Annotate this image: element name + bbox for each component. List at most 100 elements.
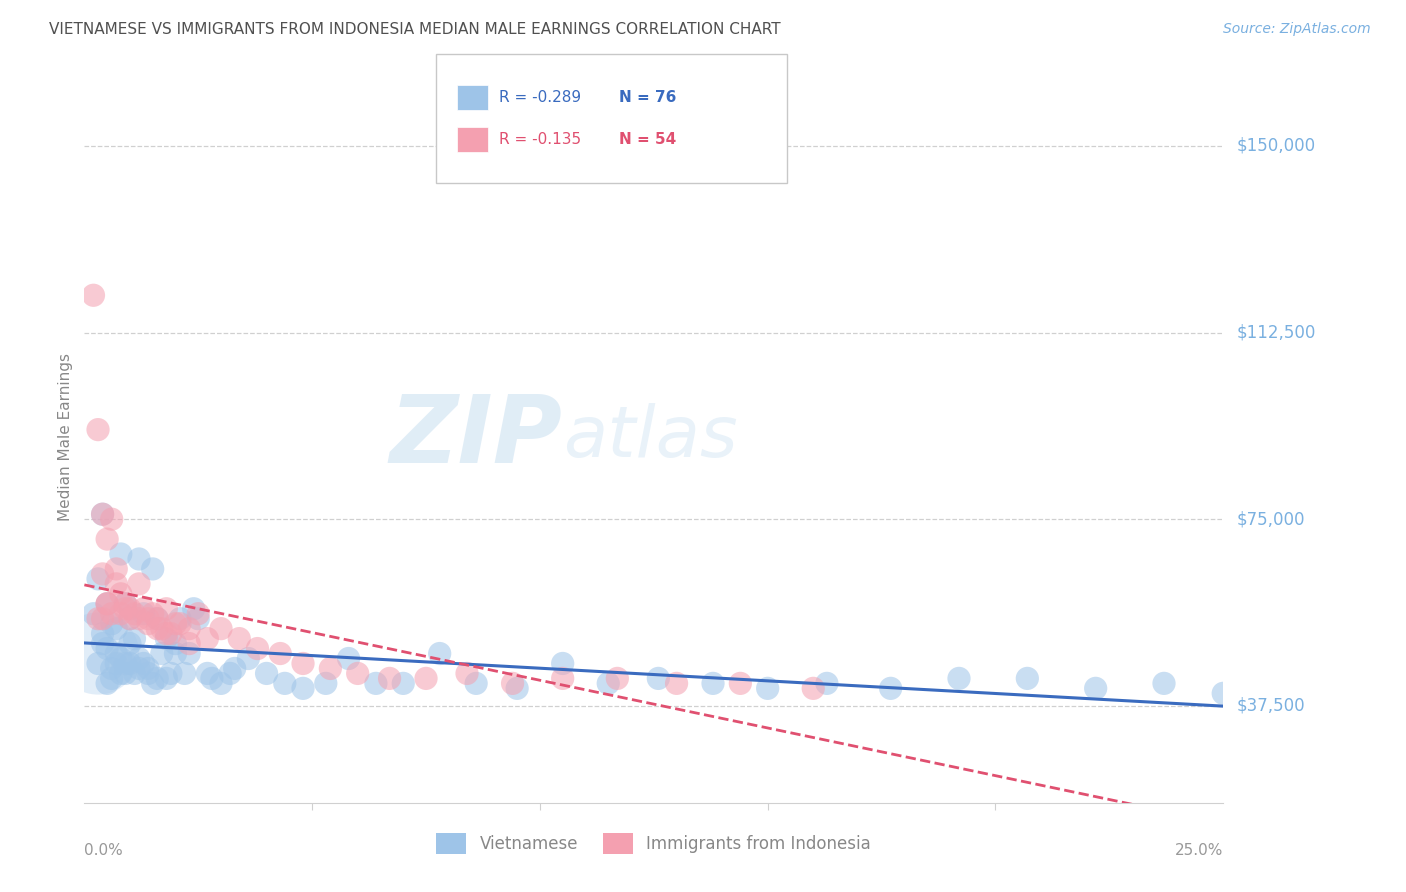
Point — [114, 601, 136, 615]
Point — [91, 636, 114, 650]
Point — [155, 632, 177, 646]
Point — [169, 616, 191, 631]
Text: R = -0.135: R = -0.135 — [499, 132, 591, 146]
Point — [165, 616, 187, 631]
Point — [1212, 686, 1234, 700]
Point — [105, 562, 128, 576]
Point — [429, 647, 451, 661]
Point — [87, 572, 110, 586]
Point — [756, 681, 779, 696]
Point — [118, 612, 141, 626]
Point — [142, 607, 165, 621]
Point — [110, 547, 132, 561]
Point — [315, 676, 337, 690]
Point — [146, 672, 169, 686]
Point — [132, 657, 155, 671]
Point — [337, 651, 360, 665]
Point — [256, 666, 278, 681]
Point — [118, 636, 141, 650]
Point — [136, 661, 159, 675]
Point — [165, 647, 187, 661]
Point — [551, 672, 574, 686]
Point — [319, 661, 342, 675]
Point — [91, 626, 114, 640]
Point — [118, 601, 141, 615]
Text: VIETNAMESE VS IMMIGRANTS FROM INDONESIA MEDIAN MALE EARNINGS CORRELATION CHART: VIETNAMESE VS IMMIGRANTS FROM INDONESIA … — [49, 22, 780, 37]
Text: 0.0%: 0.0% — [84, 843, 124, 857]
Point — [598, 676, 620, 690]
Point — [87, 612, 110, 626]
Point — [465, 676, 488, 690]
Point — [114, 666, 136, 681]
Point — [146, 622, 169, 636]
Point — [801, 681, 824, 696]
Text: $37,500: $37,500 — [1237, 697, 1306, 714]
Point — [1017, 672, 1039, 686]
Y-axis label: Median Male Earnings: Median Male Earnings — [58, 353, 73, 521]
Point — [155, 672, 177, 686]
Point — [606, 672, 628, 686]
Point — [146, 612, 169, 626]
Point — [179, 647, 201, 661]
Point — [292, 657, 315, 671]
Point — [114, 597, 136, 611]
Point — [1153, 676, 1175, 690]
Legend: Vietnamese, Immigrants from Indonesia: Vietnamese, Immigrants from Indonesia — [430, 827, 877, 860]
Point — [169, 612, 191, 626]
Point — [392, 676, 415, 690]
Point — [238, 651, 260, 665]
Point — [415, 672, 437, 686]
Point — [128, 552, 150, 566]
Point — [551, 657, 574, 671]
Point — [160, 666, 183, 681]
Point — [105, 647, 128, 661]
Point — [124, 607, 146, 621]
Text: N = 76: N = 76 — [619, 90, 676, 104]
Point — [730, 676, 752, 690]
Text: Source: ZipAtlas.com: Source: ZipAtlas.com — [1223, 22, 1371, 37]
Point — [105, 622, 128, 636]
Point — [502, 676, 524, 690]
Point — [110, 651, 132, 665]
Point — [228, 632, 250, 646]
Point — [128, 612, 150, 626]
Point — [209, 622, 232, 636]
Point — [110, 607, 132, 621]
Point — [114, 657, 136, 671]
Point — [179, 622, 201, 636]
Point — [346, 666, 368, 681]
Point — [124, 666, 146, 681]
Point — [132, 601, 155, 615]
Point — [118, 657, 141, 671]
Text: $112,500: $112,500 — [1237, 324, 1316, 342]
Point — [128, 661, 150, 675]
Point — [201, 672, 224, 686]
Point — [155, 626, 177, 640]
Point — [160, 626, 183, 640]
Point — [87, 657, 110, 671]
Point — [105, 657, 128, 671]
Point — [274, 676, 297, 690]
Point — [96, 597, 118, 611]
Point — [187, 612, 209, 626]
Text: $75,000: $75,000 — [1237, 510, 1305, 528]
Text: $150,000: $150,000 — [1237, 137, 1316, 155]
Point — [142, 676, 165, 690]
Point — [82, 288, 104, 302]
Point — [378, 672, 401, 686]
Point — [82, 607, 104, 621]
Point — [179, 636, 201, 650]
Point — [132, 607, 155, 621]
Point — [224, 661, 246, 675]
Text: R = -0.289: R = -0.289 — [499, 90, 591, 104]
Text: N = 54: N = 54 — [619, 132, 676, 146]
Point — [100, 672, 122, 686]
Point — [165, 636, 187, 650]
Point — [292, 681, 315, 696]
Point — [195, 632, 218, 646]
Point — [91, 612, 114, 626]
Point — [195, 666, 218, 681]
Point — [87, 647, 110, 661]
Point — [269, 647, 291, 661]
Point — [91, 507, 114, 521]
